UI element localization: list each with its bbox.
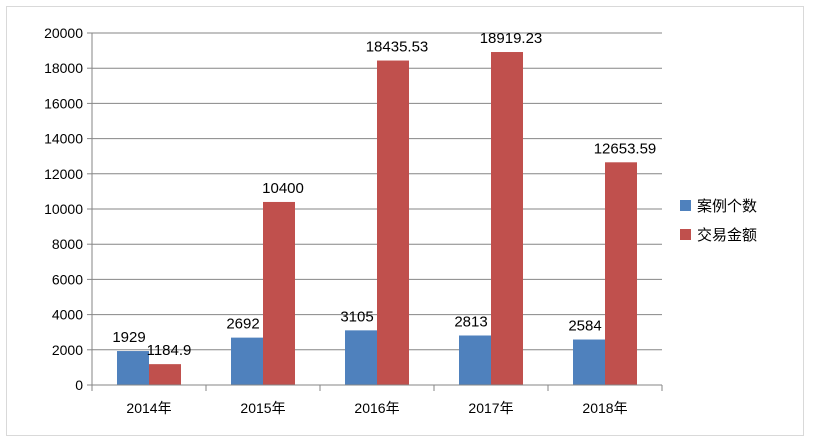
x-tick-label: 2016年 [354, 400, 399, 416]
data-label: 2692 [226, 316, 259, 333]
data-label: 12653.59 [594, 140, 657, 157]
y-tick-label: 12000 [44, 166, 83, 182]
data-label: 10400 [262, 180, 304, 197]
bar-amount [149, 364, 181, 385]
y-tick-label: 0 [75, 377, 83, 393]
bar-cases [573, 339, 605, 385]
x-tick-label: 2017年 [468, 400, 513, 416]
data-label: 1929 [112, 329, 145, 346]
bar-cases [459, 335, 491, 385]
x-tick-label: 2018年 [582, 400, 627, 416]
bar-cases [231, 337, 263, 385]
legend-swatch [680, 229, 691, 240]
bar-amount [377, 60, 409, 386]
legend-swatch [680, 200, 691, 211]
y-tick-label: 20000 [44, 25, 83, 41]
bar-amount [263, 201, 295, 385]
data-label: 1184.9 [147, 342, 192, 359]
data-label: 18919.23 [480, 30, 543, 47]
y-tick-label: 16000 [44, 95, 83, 111]
y-tick-label: 14000 [44, 131, 83, 147]
y-tick-label: 2000 [52, 342, 83, 358]
bar-cases [117, 351, 149, 385]
data-label: 2584 [568, 318, 601, 335]
y-tick-label: 18000 [44, 60, 83, 76]
data-label: 2813 [454, 313, 487, 330]
bar-cases [345, 330, 377, 385]
data-label: 3105 [340, 308, 373, 325]
legend-label: 案例个数 [697, 197, 757, 215]
y-tick-label: 8000 [52, 236, 83, 252]
x-tick-label: 2015年 [240, 400, 285, 416]
y-tick-label: 10000 [44, 201, 83, 217]
bar-amount [491, 52, 523, 386]
y-tick-label: 4000 [52, 307, 83, 323]
x-tick-label: 2014年 [126, 400, 171, 416]
data-label: 18435.53 [366, 39, 429, 56]
y-tick-label: 6000 [52, 271, 83, 287]
bar-amount [605, 162, 637, 385]
legend-label: 交易金额 [697, 226, 757, 244]
